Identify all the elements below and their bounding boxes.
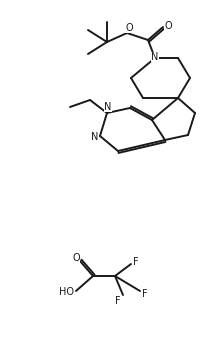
Text: N: N [104,102,112,112]
Text: HO: HO [59,287,75,297]
Text: N: N [151,52,159,62]
Text: N: N [91,132,99,142]
Text: F: F [115,296,121,306]
Text: O: O [72,253,80,263]
Text: F: F [142,289,148,299]
Text: F: F [133,257,139,267]
Text: O: O [125,23,133,33]
Text: O: O [164,21,172,31]
